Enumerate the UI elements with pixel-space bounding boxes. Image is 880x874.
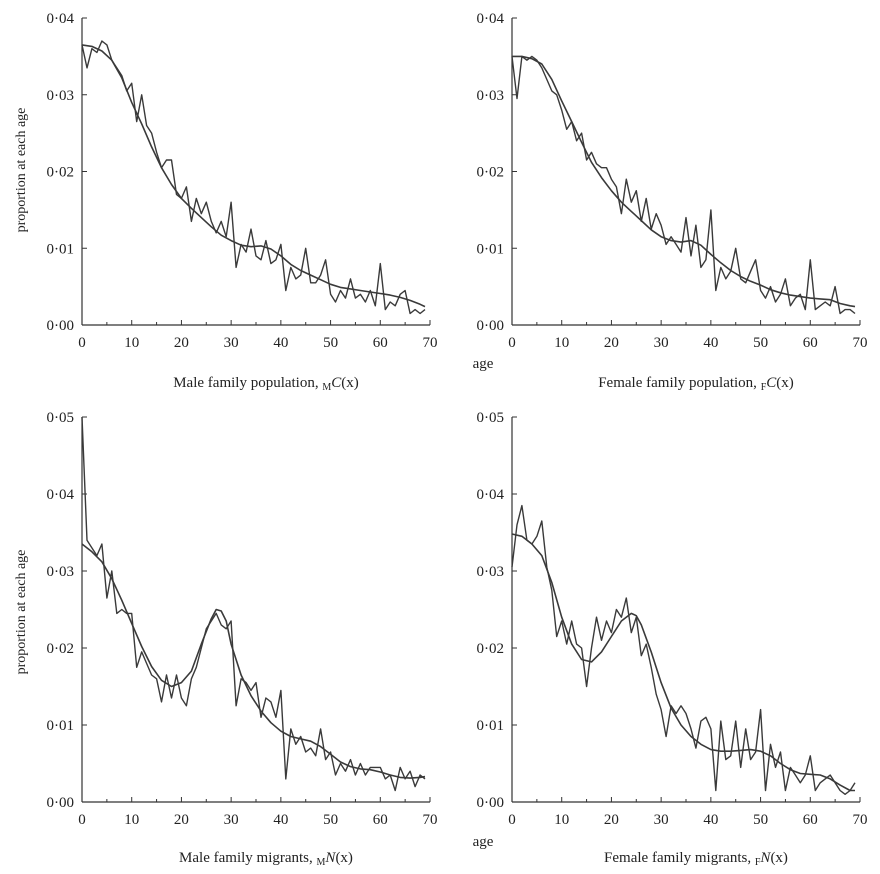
panel-caption: Female family population, FC(x): [598, 375, 794, 393]
y-tick-label: 0·00: [477, 318, 505, 334]
panel-caption: Female family migrants, FN(x): [604, 850, 788, 868]
x-tick-label: 60: [373, 335, 388, 351]
panel-2: 0 10 20 30 40 50 60 70 0·00 0·01 0·02 0·03 0·04 Femal…: [477, 11, 868, 393]
x-tick-label: 60: [803, 812, 818, 828]
x-tick-label: 0: [508, 812, 516, 828]
x-tick-label: 70: [853, 812, 868, 828]
x-tick-label: 10: [124, 335, 139, 351]
x-tick-label: 30: [654, 812, 669, 828]
y-tick-label: 0·04: [47, 11, 75, 27]
y-tick-label: 0·02: [47, 165, 75, 181]
fitted-series-line: [81, 44, 426, 308]
observed-series-line: [511, 55, 856, 315]
x-tick-label: 20: [604, 335, 619, 351]
y-tick-label: 0·00: [477, 795, 505, 811]
y-tick-label: 0·04: [477, 11, 505, 27]
x-tick-label: 60: [803, 335, 818, 351]
y-tick-label: 0·01: [47, 718, 75, 734]
observed-series-line: [81, 416, 426, 792]
y-tick-label: 0·01: [47, 241, 75, 257]
y-tick-label: 0·02: [47, 641, 75, 657]
x-tick-label: 0: [78, 335, 86, 351]
x-tick-label: 40: [273, 335, 288, 351]
x-tick-label: 20: [604, 812, 619, 828]
x-tick-label: 0: [78, 812, 86, 828]
y-axis-label-top: proportion at each age: [14, 108, 29, 233]
x-tick-label: 20: [174, 812, 189, 828]
fitted-series-line: [81, 543, 426, 779]
x-axis-label-top: age: [473, 356, 494, 372]
y-tick-label: 0·01: [477, 718, 505, 734]
x-tick-label: 30: [654, 335, 669, 351]
x-tick-label: 70: [423, 812, 438, 828]
y-tick-label: 0·03: [477, 88, 505, 104]
x-tick-label: 10: [554, 812, 569, 828]
y-tick-label: 0·02: [477, 641, 505, 657]
y-tick-label: 0·03: [47, 88, 75, 104]
y-axis-label-bottom: proportion at each age: [14, 550, 29, 675]
y-tick-label: 0·01: [477, 241, 505, 257]
x-tick-label: 50: [323, 335, 338, 351]
x-tick-label: 60: [373, 812, 388, 828]
fitted-series-line: [511, 533, 855, 792]
observed-series-line: [81, 40, 426, 315]
y-tick-label: 0·03: [47, 564, 75, 580]
y-tick-label: 0·00: [47, 795, 75, 811]
x-tick-label: 40: [703, 812, 718, 828]
panel-caption: Male family population, MC(x): [173, 375, 359, 393]
panel-caption: Male family migrants, MN(x): [179, 850, 353, 868]
x-tick-label: 30: [224, 335, 239, 351]
y-tick-label: 0·05: [477, 410, 505, 426]
x-tick-label: 70: [423, 335, 438, 351]
panel-1: 0 10 20 30 40 50 60 70 0·00 0·01 0·02 0·03 0·04 Male …: [47, 11, 438, 393]
x-tick-label: 10: [554, 335, 569, 351]
x-axis-label-bottom: age: [473, 834, 494, 850]
y-tick-label: 0·05: [47, 410, 75, 426]
y-tick-label: 0·00: [47, 318, 75, 334]
observed-series-line: [511, 504, 856, 795]
y-tick-label: 0·04: [477, 487, 505, 503]
x-tick-label: 40: [273, 812, 288, 828]
x-tick-label: 10: [124, 812, 139, 828]
panel-4: 0 10 20 30 40 50 60 70 0·00 0·01 0·02 0·03 0·04 0·05 F…: [477, 410, 868, 868]
y-tick-label: 0·03: [477, 564, 505, 580]
x-tick-label: 20: [174, 335, 189, 351]
panel-3: 0 10 20 30 40 50 60 70 0·00 0·01 0·02 0·03 0·04 0·05 M…: [47, 410, 438, 868]
fitted-series-line: [512, 55, 856, 308]
x-tick-label: 50: [753, 812, 768, 828]
y-tick-label: 0·02: [477, 165, 505, 181]
x-tick-label: 30: [224, 812, 239, 828]
y-tick-label: 0·04: [47, 487, 75, 503]
x-tick-label: 0: [508, 335, 516, 351]
x-tick-label: 50: [753, 335, 768, 351]
x-tick-label: 50: [323, 812, 338, 828]
x-tick-label: 70: [853, 335, 868, 351]
x-tick-label: 40: [703, 335, 718, 351]
